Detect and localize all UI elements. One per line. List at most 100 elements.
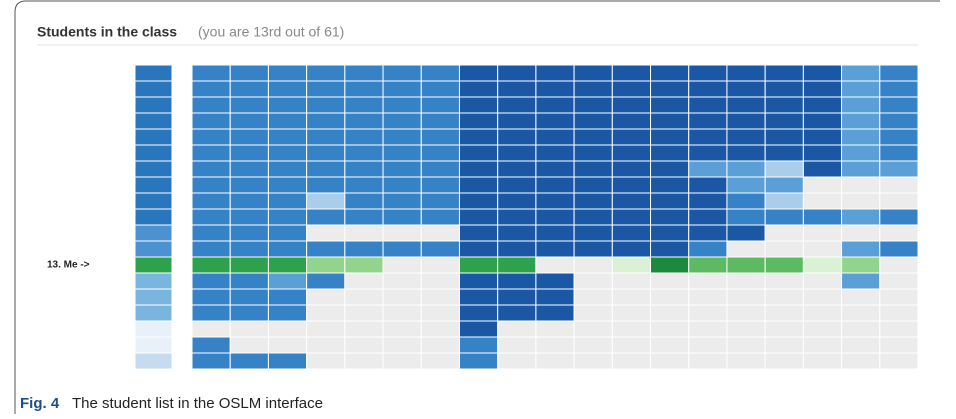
score-cell xyxy=(802,192,843,210)
score-cell xyxy=(535,224,575,242)
score-cell xyxy=(650,256,690,274)
score-cell xyxy=(382,160,422,178)
score-cell xyxy=(229,64,269,82)
score-cell xyxy=(688,288,728,306)
score-cell xyxy=(497,320,537,338)
score-cell xyxy=(267,160,308,178)
score-cell xyxy=(458,192,499,210)
score-cell xyxy=(229,80,269,98)
student-marker xyxy=(134,256,173,274)
score-cell xyxy=(879,192,919,210)
score-cell xyxy=(688,112,728,130)
score-cell xyxy=(573,240,613,258)
score-cell xyxy=(229,128,269,146)
score-cell xyxy=(573,256,613,274)
score-cell xyxy=(229,240,269,258)
score-cell xyxy=(841,336,881,354)
score-cell xyxy=(229,336,269,354)
score-cell xyxy=(306,336,346,354)
score-cell xyxy=(382,288,422,306)
score-cell xyxy=(611,176,652,194)
student-marker xyxy=(134,208,173,226)
score-cell xyxy=(267,336,308,354)
score-cell xyxy=(344,320,384,338)
score-cell xyxy=(191,256,231,274)
student-marker xyxy=(134,64,173,82)
score-cell xyxy=(267,224,308,242)
student-marker xyxy=(134,224,173,242)
score-cell xyxy=(573,272,613,290)
score-cell xyxy=(573,320,613,338)
score-cell xyxy=(879,128,919,146)
score-cell xyxy=(688,176,728,194)
score-cell xyxy=(611,80,652,98)
score-cell xyxy=(841,224,881,242)
score-cell xyxy=(611,112,652,130)
score-cell xyxy=(688,336,728,354)
score-cell xyxy=(611,192,652,210)
score-cell xyxy=(344,224,384,242)
score-cell xyxy=(802,64,843,82)
student-marker xyxy=(134,192,173,210)
score-cell xyxy=(497,208,537,226)
score-cell xyxy=(650,176,690,194)
score-cell xyxy=(573,112,613,130)
score-cell xyxy=(650,80,690,98)
score-cell xyxy=(382,240,422,258)
score-cell xyxy=(764,176,804,194)
score-cell xyxy=(497,256,537,274)
score-cell xyxy=(879,304,919,322)
score-cell xyxy=(267,288,308,306)
score-cell xyxy=(344,64,384,82)
score-cell xyxy=(458,96,499,114)
score-cell xyxy=(306,208,346,226)
score-cell xyxy=(344,144,384,162)
score-cell xyxy=(267,320,308,338)
panel-title: Students in the class xyxy=(37,24,177,40)
score-cell xyxy=(841,192,881,210)
score-cell xyxy=(497,224,537,242)
student-marker xyxy=(134,352,173,370)
student-marker xyxy=(134,112,173,130)
score-cell xyxy=(611,96,652,114)
score-cell xyxy=(650,64,690,82)
score-cell xyxy=(726,288,766,306)
score-cell xyxy=(382,80,422,98)
score-cell xyxy=(726,176,766,194)
student-marker xyxy=(134,96,173,114)
score-cell xyxy=(344,272,384,290)
score-cell xyxy=(726,208,766,226)
score-cell xyxy=(688,96,728,114)
score-cell xyxy=(267,144,308,162)
score-cell xyxy=(497,112,537,130)
score-cell xyxy=(611,160,652,178)
score-cell xyxy=(267,64,308,82)
frame xyxy=(14,0,940,414)
score-cell xyxy=(841,352,881,370)
score-cell xyxy=(306,192,346,210)
score-cell xyxy=(535,336,575,354)
score-cell xyxy=(879,80,919,98)
score-cell xyxy=(879,144,919,162)
score-cell xyxy=(611,256,652,274)
score-cell xyxy=(841,128,881,146)
score-cell xyxy=(535,96,575,114)
score-cell xyxy=(726,320,766,338)
score-cell xyxy=(344,176,384,194)
score-cell xyxy=(650,240,690,258)
score-cell xyxy=(879,336,919,354)
score-cell xyxy=(802,240,843,258)
score-cell xyxy=(802,96,843,114)
score-cell xyxy=(382,224,422,242)
score-cell xyxy=(306,96,346,114)
score-cell xyxy=(841,64,881,82)
score-cell xyxy=(229,192,269,210)
score-cell xyxy=(191,208,231,226)
score-cell xyxy=(382,176,422,194)
student-marker xyxy=(134,144,173,162)
score-cell xyxy=(191,96,231,114)
score-cell xyxy=(344,80,384,98)
score-cell xyxy=(535,80,575,98)
score-cell xyxy=(267,112,308,130)
